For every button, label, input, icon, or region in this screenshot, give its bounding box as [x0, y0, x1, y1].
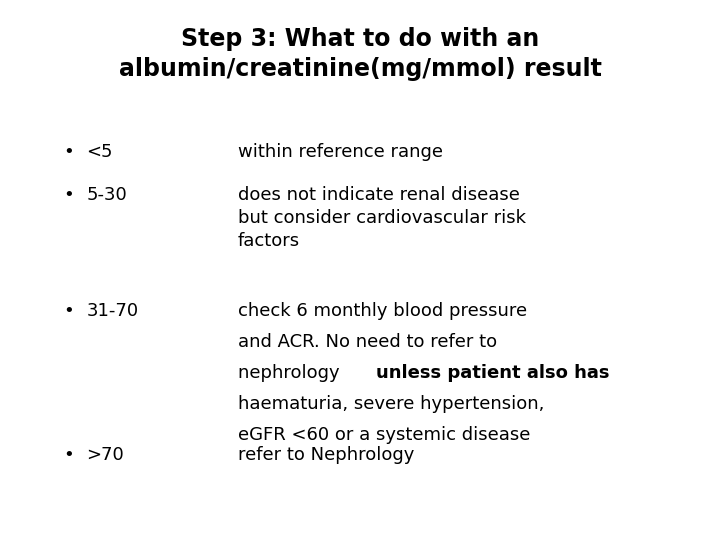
Text: 31-70: 31-70	[86, 302, 138, 320]
Text: eGFR <60 or a systemic disease: eGFR <60 or a systemic disease	[238, 426, 530, 443]
Text: •: •	[63, 186, 73, 204]
Text: does not indicate renal disease
but consider cardiovascular risk
factors: does not indicate renal disease but cons…	[238, 186, 526, 250]
Text: haematuria, severe hypertension,: haematuria, severe hypertension,	[238, 395, 544, 413]
Text: unless patient also has: unless patient also has	[376, 364, 610, 382]
Text: and ACR. No need to refer to: and ACR. No need to refer to	[238, 333, 497, 351]
Text: •: •	[63, 143, 73, 161]
Text: <5: <5	[86, 143, 113, 161]
Text: refer to Nephrology: refer to Nephrology	[238, 446, 414, 463]
Text: nephrology: nephrology	[238, 364, 345, 382]
Text: >70: >70	[86, 446, 124, 463]
Text: •: •	[63, 302, 73, 320]
Text: •: •	[63, 446, 73, 463]
Text: Step 3: What to do with an
albumin/creatinine(mg/mmol) result: Step 3: What to do with an albumin/creat…	[119, 27, 601, 80]
Text: 5-30: 5-30	[86, 186, 127, 204]
Text: check 6 monthly blood pressure: check 6 monthly blood pressure	[238, 302, 527, 320]
Text: within reference range: within reference range	[238, 143, 443, 161]
